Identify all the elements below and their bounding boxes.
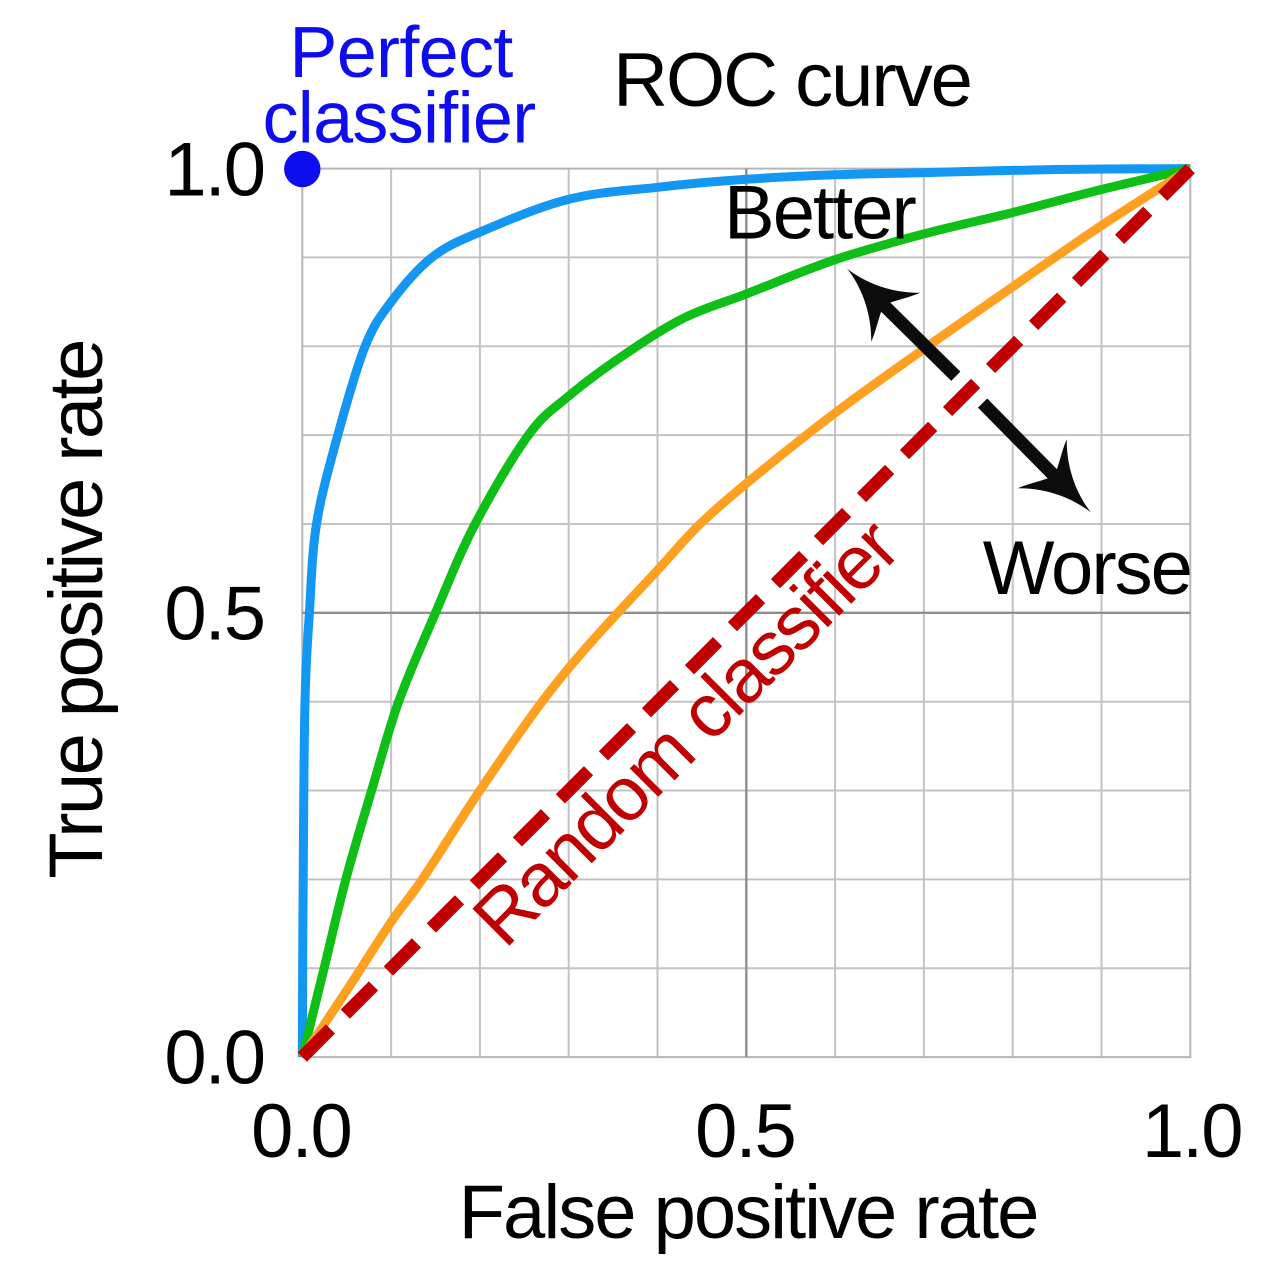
svg-text:0.0: 0.0 bbox=[164, 1016, 264, 1101]
svg-text:Worse: Worse bbox=[983, 526, 1191, 611]
svg-text:Perfect: Perfect bbox=[289, 13, 513, 93]
svg-text:classifier: classifier bbox=[262, 79, 535, 159]
svg-text:True positive rate: True positive rate bbox=[34, 341, 119, 879]
svg-text:1.0: 1.0 bbox=[164, 128, 264, 213]
svg-text:ROC curve: ROC curve bbox=[613, 38, 971, 123]
svg-text:0.5: 0.5 bbox=[695, 1089, 795, 1174]
svg-text:1.0: 1.0 bbox=[1142, 1089, 1242, 1174]
svg-text:0.0: 0.0 bbox=[251, 1089, 351, 1174]
svg-text:False positive rate: False positive rate bbox=[459, 1170, 1038, 1255]
svg-text:Better: Better bbox=[724, 171, 916, 256]
svg-text:0.5: 0.5 bbox=[164, 571, 264, 656]
